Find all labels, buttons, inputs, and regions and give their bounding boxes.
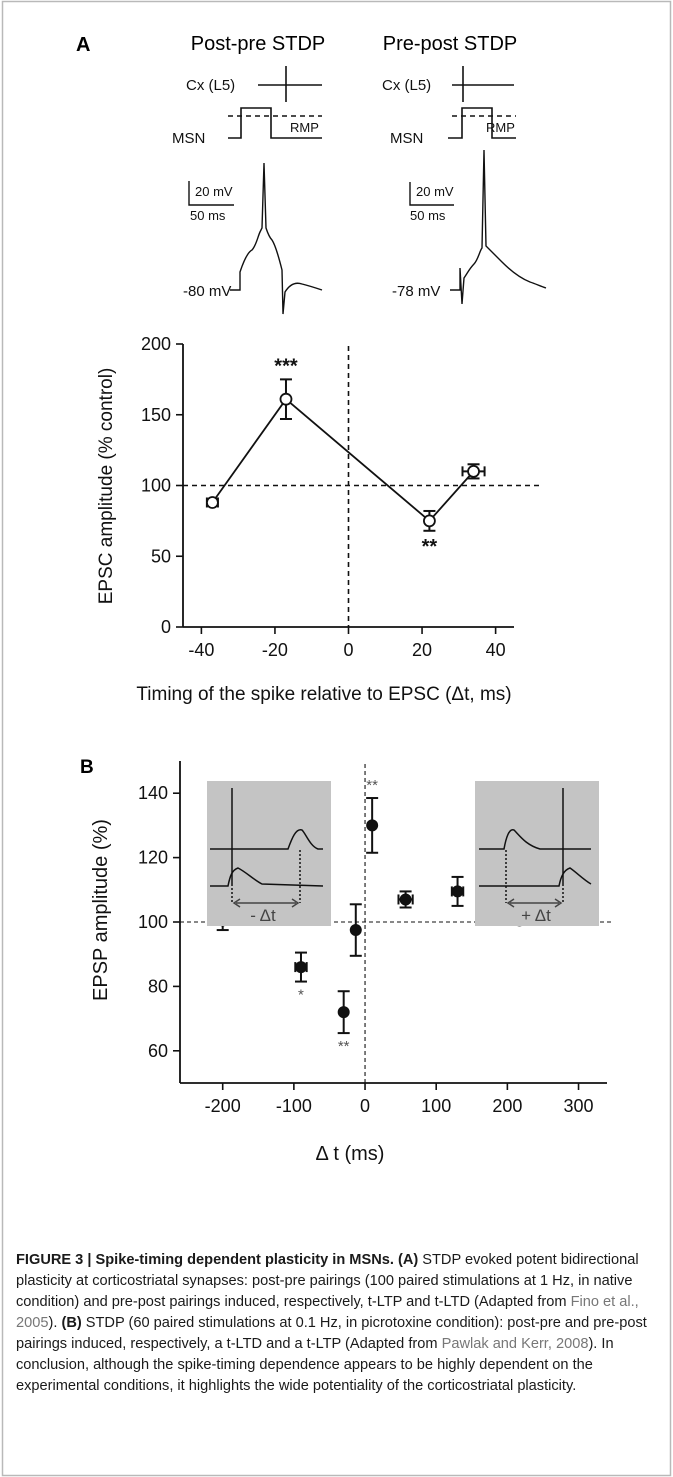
chart-a-x-tick-label: 0 (343, 640, 353, 660)
post-pre-rmp-label: RMP (290, 120, 319, 135)
pre-post-rmp-label: RMP (486, 120, 515, 135)
chart-b-point-2 (337, 1006, 350, 1019)
post-pre-title: Post-pre STDP (191, 33, 325, 55)
inset-post-pre-label: - Δt (250, 906, 276, 925)
caption-part-b-text: STDP (60 paired stimulations at 0.1 Hz, … (16, 1315, 647, 1352)
caption-lead: FIGURE 3 | Spike-timing dependent plasti… (16, 1252, 394, 1268)
pre-post-protocol: Cx (L5) MSN RMP 20 mV 50 ms -78 mV (382, 66, 547, 305)
chart-a-point-0 (206, 496, 219, 509)
chart-a-point-2 (423, 514, 436, 528)
chart-a-point-1 (279, 392, 293, 406)
chart-b-point-3 (349, 924, 362, 937)
chart-a-y-tick-label: 50 (151, 546, 171, 566)
chart-a-x-tick-label: 20 (412, 640, 432, 660)
caption-part-a-text: STDP evoked potent bidirectional plastic… (16, 1252, 639, 1310)
chart-a-y-tick-label: 150 (141, 405, 171, 425)
post-pre-scalebar (188, 181, 234, 206)
panel-a-label: A (76, 34, 90, 56)
chart-b-x-tick-label: 300 (564, 1096, 594, 1116)
figure-caption: FIGURE 3 | Spike-timing dependent plasti… (16, 1250, 656, 1397)
inset-pre-post: + Δt (475, 781, 599, 926)
inset-pre-post-bg (475, 781, 599, 926)
chart-b-x-tick-label: 100 (421, 1096, 451, 1116)
chart-b-y-tick-label: 140 (138, 783, 168, 803)
caption-part-a-end: ). (48, 1315, 62, 1331)
caption-part-a-tag: (A) (397, 1252, 419, 1268)
caption-ref-fino[interactable]: Fino et al., 2005 (16, 1294, 639, 1331)
pre-post-msn-voltage-trace (450, 149, 547, 305)
chart-a-y-tick-label: 200 (141, 334, 171, 354)
inset-pre-post-arrowheads (506, 898, 563, 908)
pre-post-baseline-label: -78 mV (392, 283, 440, 300)
chart-a-x-tick-label: -20 (262, 640, 288, 660)
chart-b-x-tick-label: 0 (360, 1096, 370, 1116)
chart-a-x-tick-label: -40 (188, 640, 214, 660)
inset-post-pre-bg (207, 781, 331, 926)
chart-b-y-axis-label: EPSP amplitude (%) (90, 819, 112, 1001)
chart-b-y-tick-label: 80 (148, 976, 168, 996)
inset-pre-post-epsp-trace (479, 829, 591, 850)
chart-b-x-tick-label: -100 (276, 1096, 312, 1116)
chart-a-x-axis-label: Timing of the spike relative to EPSC (Δt… (136, 684, 511, 705)
chart-b-x-tick-label: 200 (492, 1096, 522, 1116)
chart-b-y-tick-label: 60 (148, 1041, 168, 1061)
inset-post-pre: - Δt (207, 781, 331, 926)
chart-b-x-tick-label: -200 (205, 1096, 241, 1116)
chart-b-y-tick-label: 120 (138, 848, 168, 868)
caption-ref-pawlak[interactable]: Pawlak and Kerr, 2008 (441, 1336, 589, 1352)
chart-a-point-3 (467, 464, 480, 478)
post-pre-cx-label: Cx (L5) (186, 77, 235, 94)
post-pre-scale-mv: 20 mV (195, 184, 233, 199)
inset-post-pre-epsp-trace (232, 829, 323, 850)
chart-a-x-tick-label: 40 (486, 640, 506, 660)
inset-pre-post-label: + Δt (521, 906, 551, 925)
chart-b-y-tick-label: 100 (138, 912, 168, 932)
chart-b-point-1 (294, 961, 307, 974)
chart-a-significance-label: *** (274, 355, 298, 377)
post-pre-msn-label: MSN (172, 130, 205, 147)
chart-b-significance-label: * (298, 987, 304, 1004)
post-pre-scale-ms: 50 ms (190, 208, 226, 223)
pre-post-scalebar (409, 182, 454, 206)
chart-a: EPSC amplitude (% control) Timing of the… (96, 334, 540, 705)
chart-a-significance-label: ** (422, 536, 438, 558)
chart-b-significance-label: ** (338, 1038, 350, 1055)
post-pre-protocol: Cx (L5) MSN RMP 20 mV 50 ms -80 mV (172, 66, 323, 315)
post-pre-msn-step (228, 107, 322, 139)
pre-post-msn-label: MSN (390, 130, 423, 147)
inset-post-pre-arrowheads (232, 898, 300, 908)
post-pre-baseline-label: -80 mV (183, 283, 231, 300)
chart-b-point-4 (366, 819, 379, 832)
pre-post-title: Pre-post STDP (383, 33, 517, 55)
post-pre-msn-voltage-trace (230, 162, 323, 315)
pre-post-scale-mv: 20 mV (416, 184, 454, 199)
chart-b-point-6 (451, 885, 464, 898)
caption-part-b-end: ). In conclusion, although the spike-tim… (16, 1336, 614, 1394)
pre-post-msn-step (448, 107, 516, 139)
pre-post-scale-ms: 50 ms (410, 208, 446, 223)
chart-a-series-line (211, 397, 475, 523)
inset-post-pre-bottom-trace (210, 867, 324, 887)
chart-a-y-tick-label: 100 (141, 476, 171, 496)
caption-part-b-tag: (B) (61, 1315, 82, 1331)
chart-b-point-5 (399, 893, 412, 906)
chart-b-x-axis-label: Δ t (ms) (316, 1143, 385, 1165)
chart-a-y-tick-label: 0 (161, 617, 171, 637)
inset-pre-post-bottom-trace (479, 867, 592, 887)
chart-a-y-axis-label: EPSC amplitude (% control) (96, 368, 117, 605)
panel-b-label: B (80, 757, 94, 778)
pre-post-cx-label: Cx (L5) (382, 77, 431, 94)
chart-b-significance-label: ** (366, 777, 378, 794)
